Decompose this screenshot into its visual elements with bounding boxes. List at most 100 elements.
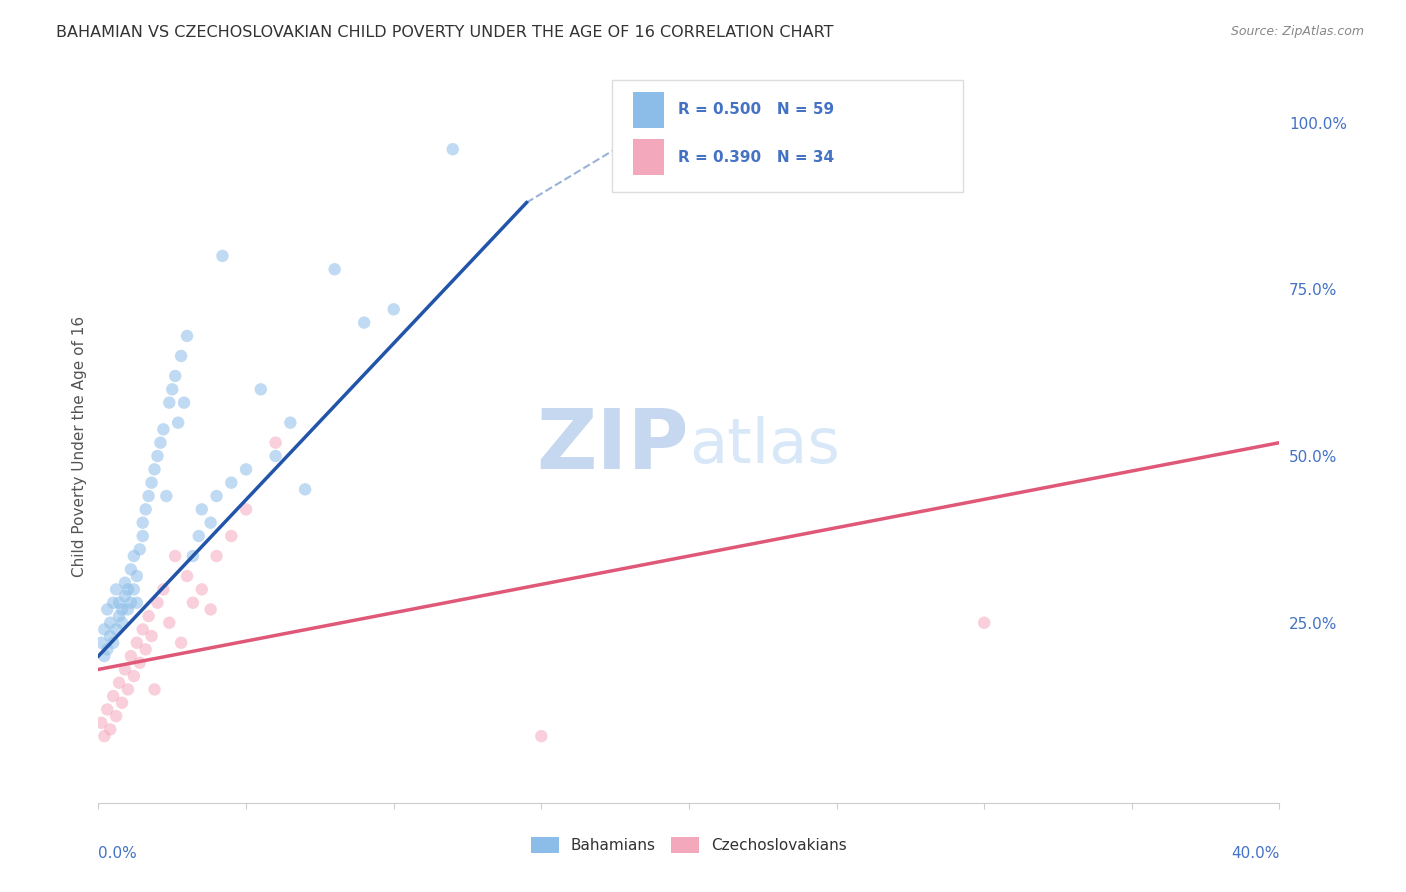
Text: BAHAMIAN VS CZECHOSLOVAKIAN CHILD POVERTY UNDER THE AGE OF 16 CORRELATION CHART: BAHAMIAN VS CZECHOSLOVAKIAN CHILD POVERT…: [56, 25, 834, 40]
Point: [125, 636, 148, 650]
Point: [108, 596, 131, 610]
Point: [221, 475, 243, 490]
Point: [90, 715, 112, 730]
Point: [323, 262, 346, 277]
Point: [141, 475, 163, 490]
Point: [187, 529, 209, 543]
Point: [141, 629, 163, 643]
Point: [122, 669, 145, 683]
Point: [191, 502, 214, 516]
Point: [90, 636, 112, 650]
Point: [146, 596, 169, 610]
Point: [96, 642, 118, 657]
Point: [120, 596, 142, 610]
Point: [135, 642, 157, 657]
Point: [114, 662, 136, 676]
FancyBboxPatch shape: [612, 80, 963, 192]
Point: [181, 549, 204, 563]
Point: [120, 649, 142, 664]
Point: [98, 723, 121, 737]
Point: [105, 623, 128, 637]
Point: [117, 582, 139, 597]
Point: [143, 682, 166, 697]
Point: [103, 596, 125, 610]
Point: [205, 489, 228, 503]
Point: [176, 569, 198, 583]
Point: [264, 449, 287, 463]
Point: [221, 529, 243, 543]
Point: [135, 502, 157, 516]
Point: [105, 582, 128, 597]
Point: [120, 562, 142, 576]
Y-axis label: Child Poverty Under the Age of 16: Child Poverty Under the Age of 16: [72, 316, 87, 576]
Text: R = 0.500   N = 59: R = 0.500 N = 59: [678, 103, 834, 118]
Point: [149, 435, 172, 450]
Point: [93, 649, 115, 664]
Point: [176, 329, 198, 343]
Point: [173, 395, 195, 409]
Point: [132, 529, 155, 543]
Point: [152, 582, 174, 597]
Point: [103, 636, 125, 650]
Point: [103, 689, 125, 703]
Point: [165, 549, 187, 563]
Point: [132, 623, 155, 637]
Point: [200, 602, 222, 616]
Point: [181, 596, 204, 610]
Point: [117, 682, 139, 697]
Point: [170, 636, 193, 650]
Point: [250, 382, 273, 396]
Point: [165, 368, 187, 383]
Point: [108, 675, 131, 690]
Point: [96, 602, 118, 616]
Point: [128, 656, 150, 670]
Point: [170, 349, 193, 363]
Point: [353, 316, 375, 330]
Point: [191, 582, 214, 597]
Point: [114, 589, 136, 603]
Point: [530, 729, 553, 743]
Point: [143, 462, 166, 476]
FancyBboxPatch shape: [633, 92, 664, 128]
Point: [96, 702, 118, 716]
Point: [211, 249, 233, 263]
Point: [205, 549, 228, 563]
Point: [132, 516, 155, 530]
Point: [973, 615, 995, 630]
Point: [138, 489, 160, 503]
Point: [122, 549, 145, 563]
Point: [128, 542, 150, 557]
Point: [162, 382, 183, 396]
Point: [93, 729, 115, 743]
Point: [111, 602, 134, 616]
Point: [98, 615, 121, 630]
Text: Source: ZipAtlas.com: Source: ZipAtlas.com: [1230, 25, 1364, 38]
Point: [157, 395, 180, 409]
Text: atlas: atlas: [689, 416, 839, 476]
Text: 0.0%: 0.0%: [98, 846, 138, 861]
Point: [111, 696, 134, 710]
Point: [105, 709, 128, 723]
Point: [117, 602, 139, 616]
Point: [122, 582, 145, 597]
Point: [155, 489, 177, 503]
FancyBboxPatch shape: [633, 139, 664, 175]
Point: [108, 609, 131, 624]
Point: [264, 435, 287, 450]
Point: [235, 502, 257, 516]
Point: [111, 615, 134, 630]
Point: [98, 629, 121, 643]
Text: R = 0.390   N = 34: R = 0.390 N = 34: [678, 150, 834, 165]
Point: [441, 142, 464, 156]
Point: [138, 609, 160, 624]
Point: [167, 416, 190, 430]
Point: [146, 449, 169, 463]
Text: 40.0%: 40.0%: [1232, 846, 1279, 861]
Point: [93, 623, 115, 637]
Point: [152, 422, 174, 436]
Point: [157, 615, 180, 630]
Legend: Bahamians, Czechoslovakians: Bahamians, Czechoslovakians: [524, 831, 853, 859]
Point: [280, 416, 302, 430]
Point: [382, 302, 405, 317]
Text: ZIP: ZIP: [537, 406, 689, 486]
